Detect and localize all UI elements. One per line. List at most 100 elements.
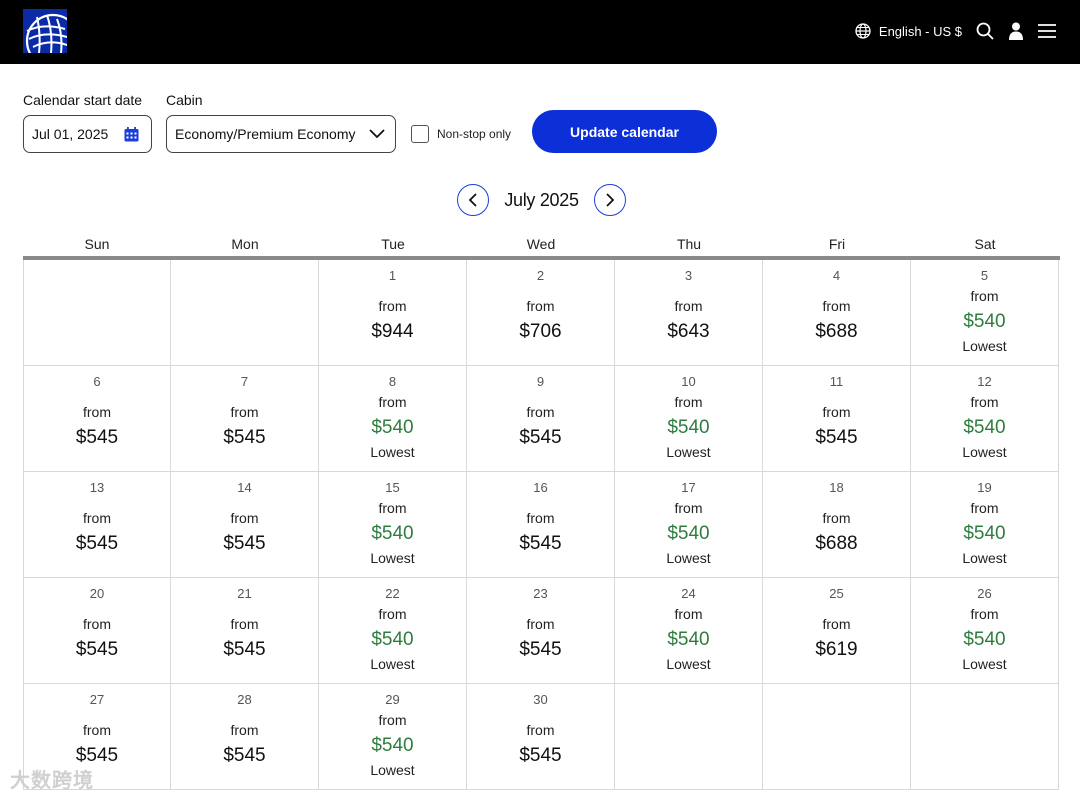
- start-date-input[interactable]: Jul 01, 2025: [23, 115, 152, 153]
- fare-calendar-grid: 1 from $944 2 from $706 3 from $643 4 from $688 5 fro…: [23, 256, 1060, 790]
- top-navigation-bar: English - US $: [0, 0, 1080, 64]
- calendar-day-cell[interactable]: 7 from $545: [171, 366, 319, 472]
- calendar-empty-cell: [171, 260, 319, 366]
- lowest-fare-badge: Lowest: [962, 656, 1007, 672]
- fare-price: $540: [667, 523, 710, 544]
- fare-price: $540: [667, 629, 710, 650]
- account-button[interactable]: [1008, 22, 1024, 40]
- update-calendar-button[interactable]: Update calendar: [532, 110, 717, 153]
- airline-logo[interactable]: [23, 9, 67, 53]
- calendar-icon[interactable]: [124, 127, 139, 142]
- day-number: 5: [980, 268, 989, 283]
- next-month-button[interactable]: [594, 184, 626, 216]
- calendar-day-cell[interactable]: 14 from $545: [171, 472, 319, 578]
- cabin-value: Economy/Premium Economy: [175, 126, 356, 142]
- day-number: 22: [385, 586, 400, 601]
- calendar-day-cell[interactable]: 29 from $540 Lowest: [319, 684, 467, 790]
- calendar-day-cell[interactable]: 9 from $545: [467, 366, 615, 472]
- calendar-day-cell[interactable]: 28 from $545: [171, 684, 319, 790]
- calendar-day-cell[interactable]: 26 from $540 Lowest: [911, 578, 1059, 684]
- lowest-fare-badge: Lowest: [962, 550, 1007, 566]
- fare-block: from $545: [171, 403, 318, 451]
- calendar-day-cell[interactable]: 10 from $540 Lowest: [615, 366, 763, 472]
- fare-block: from $688: [763, 509, 910, 557]
- fare-price: $545: [75, 745, 119, 766]
- calendar-day-cell[interactable]: 11 from $545: [763, 366, 911, 472]
- calendar-day-cell[interactable]: 8 from $540 Lowest: [319, 366, 467, 472]
- fare-block: from $540 Lowest: [911, 393, 1058, 461]
- search-button[interactable]: [976, 22, 994, 40]
- day-number: 12: [977, 374, 992, 389]
- day-number: 17: [681, 480, 696, 495]
- fare-block: from $545: [24, 403, 170, 451]
- calendar-day-cell[interactable]: 30 from $545: [467, 684, 615, 790]
- nonstop-label: Non-stop only: [437, 127, 512, 141]
- calendar-day-cell[interactable]: 4 from $688: [763, 260, 911, 366]
- cabin-label: Cabin: [166, 92, 203, 108]
- calendar-day-cell[interactable]: 6 from $545: [23, 366, 171, 472]
- from-label: from: [674, 394, 703, 410]
- fare-price: $643: [667, 321, 710, 342]
- fare-price: $545: [223, 533, 266, 554]
- fare-block: from $545: [24, 509, 170, 557]
- from-label: from: [378, 500, 407, 516]
- fare-block: from $540 Lowest: [615, 605, 762, 673]
- fare-block: from $944: [319, 297, 466, 345]
- day-number: 16: [533, 480, 548, 495]
- fare-price: $540: [963, 311, 1006, 332]
- calendar-day-cell[interactable]: 3 from $643: [615, 260, 763, 366]
- calendar-day-cell[interactable]: 17 from $540 Lowest: [615, 472, 763, 578]
- fare-block: from $706: [467, 297, 614, 345]
- nonstop-toggle[interactable]: Non-stop only: [411, 125, 511, 143]
- weekday-header: Sun Mon Tue Wed Thu Fri Sat: [23, 236, 1060, 256]
- calendar-day-cell[interactable]: 27 from $545: [23, 684, 171, 790]
- fare-block: from $540 Lowest: [911, 499, 1058, 567]
- weekday-label: Mon: [231, 236, 259, 252]
- day-number: 27: [89, 692, 105, 707]
- calendar-day-cell[interactable]: 19 from $540 Lowest: [911, 472, 1059, 578]
- fare-block: from $545: [467, 403, 614, 451]
- calendar-day-cell[interactable]: 20 from $545: [23, 578, 171, 684]
- weekday-label: Tue: [381, 236, 405, 252]
- fare-block: from $540 Lowest: [615, 393, 762, 461]
- previous-month-button[interactable]: [457, 184, 489, 216]
- day-number: 15: [385, 480, 400, 495]
- calendar-day-cell[interactable]: 16 from $545: [467, 472, 615, 578]
- calendar-day-cell[interactable]: 25 from $619: [763, 578, 911, 684]
- calendar-day-cell[interactable]: 22 from $540 Lowest: [319, 578, 467, 684]
- fare-block: from $540 Lowest: [911, 605, 1058, 673]
- calendar-day-cell[interactable]: 18 from $688: [763, 472, 911, 578]
- calendar-day-cell[interactable]: 12 from $540 Lowest: [911, 366, 1059, 472]
- fare-block: from $545: [467, 721, 614, 769]
- nonstop-checkbox[interactable]: [411, 125, 429, 143]
- fare-block: from $545: [467, 509, 614, 557]
- from-label: from: [83, 510, 111, 526]
- calendar-week-row: 1 from $944 2 from $706 3 from $643 4 from $688 5 fro…: [23, 260, 1060, 366]
- calendar-day-cell[interactable]: 5 from $540 Lowest: [911, 260, 1059, 366]
- fare-block: from $643: [615, 297, 762, 345]
- from-label: from: [822, 510, 851, 526]
- weekday-label: Fri: [828, 236, 846, 252]
- fare-price: $619: [815, 639, 858, 660]
- calendar-day-cell[interactable]: 1 from $944: [319, 260, 467, 366]
- language-selector[interactable]: English - US $: [855, 23, 962, 39]
- calendar-day-cell[interactable]: 24 from $540 Lowest: [615, 578, 763, 684]
- from-label: from: [378, 712, 407, 728]
- calendar-day-cell[interactable]: 13 from $545: [23, 472, 171, 578]
- weekday-label: Wed: [526, 236, 556, 252]
- fare-block: from $545: [24, 721, 170, 769]
- calendar-week-row: 20 from $545 21 from $545 22 from $540 Lowest 23 fr…: [23, 578, 1060, 684]
- fare-price: $688: [815, 533, 858, 554]
- day-number: 19: [977, 480, 992, 495]
- calendar-day-cell[interactable]: 2 from $706: [467, 260, 615, 366]
- calendar-day-cell[interactable]: 15 from $540 Lowest: [319, 472, 467, 578]
- day-number: 23: [533, 586, 548, 601]
- user-icon: [1009, 22, 1023, 40]
- from-label: from: [970, 394, 999, 410]
- cabin-select[interactable]: Economy/Premium Economy: [166, 115, 396, 153]
- calendar-day-cell[interactable]: 23 from $545: [467, 578, 615, 684]
- fare-price: $545: [519, 745, 562, 766]
- fare-price: $545: [75, 427, 119, 448]
- calendar-day-cell[interactable]: 21 from $545: [171, 578, 319, 684]
- menu-button[interactable]: [1038, 23, 1056, 39]
